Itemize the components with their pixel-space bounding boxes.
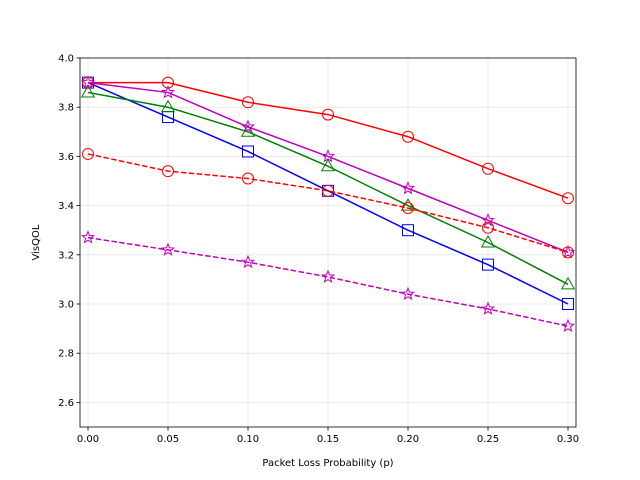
data-point-circle [402, 130, 414, 143]
data-point-circle [242, 96, 254, 109]
data-point-square [562, 298, 574, 310]
series-line [87, 81, 569, 305]
x-tick-label: 0.30 [557, 434, 579, 445]
series-line [87, 81, 569, 254]
data-point-star [160, 85, 176, 99]
series-2 [80, 84, 576, 290]
series-4 [80, 75, 576, 259]
y-tick-label: 4.0 [58, 54, 74, 65]
data-point-star [320, 269, 336, 283]
data-point-star [320, 149, 336, 163]
data-point-circle [82, 147, 94, 160]
data-point-triangle [400, 198, 416, 211]
y-tick-label: 2.6 [58, 398, 74, 409]
x-tick-label: 0.25 [477, 434, 499, 445]
data-point-star [480, 212, 496, 227]
data-point-star [560, 318, 576, 333]
series-6 [80, 230, 576, 333]
x-tick-label: 0.00 [77, 434, 99, 445]
y-tick-label: 3.4 [58, 201, 74, 212]
data-point-square [482, 258, 494, 271]
y-tick-label: 3.8 [58, 103, 74, 114]
y-tick-label: 2.8 [58, 349, 74, 360]
series-3 [82, 76, 574, 205]
data-point-circle [482, 221, 494, 234]
data-point-circle [322, 108, 334, 121]
series-line [87, 236, 569, 327]
data-point-triangle [320, 158, 336, 172]
x-tick-label: 0.05 [157, 434, 179, 445]
data-point-star [400, 286, 416, 301]
data-point-star [80, 230, 96, 244]
x-tick-label: 0.15 [317, 434, 339, 445]
data-point-circle [562, 246, 574, 259]
data-point-circle [162, 165, 174, 178]
series-layer [80, 75, 576, 333]
data-point-star [480, 301, 496, 315]
data-point-triangle [560, 276, 576, 290]
x-tick-label: 0.10 [237, 434, 259, 445]
data-point-circle [322, 184, 334, 197]
data-point-triangle [160, 99, 176, 113]
series-line [87, 91, 569, 285]
y-tick-label: 3.0 [58, 300, 74, 311]
data-point-square [242, 145, 254, 158]
series-5 [82, 147, 574, 259]
data-point-star [400, 181, 416, 195]
data-point-circle [242, 172, 254, 185]
data-point-triangle [80, 84, 96, 98]
x-axis-ticks: 0.00 0.05 0.10 0.15 0.20 0.25 0.30 [77, 427, 579, 445]
data-point-star [80, 75, 96, 89]
x-tick-label: 0.20 [397, 434, 419, 445]
data-point-star [240, 119, 256, 133]
data-point-circle [402, 202, 414, 215]
data-point-star [240, 254, 256, 269]
y-axis-label: VisQOL [31, 224, 42, 260]
data-point-circle [162, 76, 174, 89]
data-point-circle [482, 162, 494, 175]
data-point-triangle [480, 234, 496, 248]
series-line [87, 153, 569, 254]
data-point-square [402, 224, 414, 237]
data-point-star [160, 242, 176, 256]
y-axis-ticks: 2.6 2.8 3.0 3.2 3.4 3.6 3.8 4.0 [58, 54, 80, 409]
y-tick-label: 3.6 [58, 152, 74, 163]
x-axis-label: Packet Loss Probability (p) [262, 458, 393, 469]
data-point-circle [562, 192, 574, 205]
series-line [88, 81, 569, 199]
y-tick-label: 3.2 [58, 250, 74, 261]
